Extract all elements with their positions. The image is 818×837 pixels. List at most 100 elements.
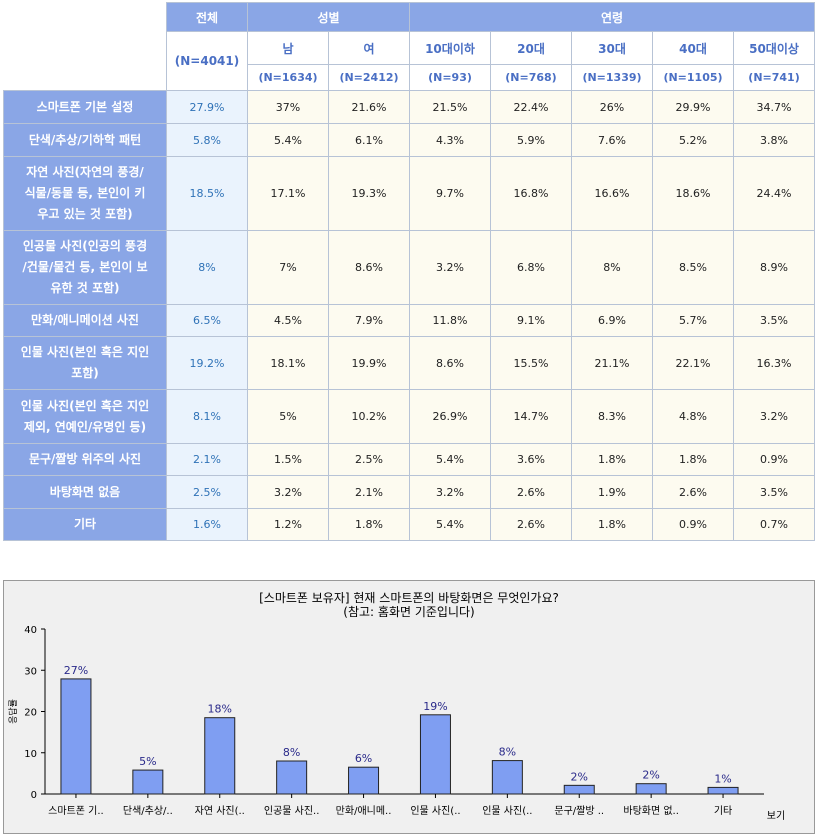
cell-total: 18.5% xyxy=(166,156,248,231)
bar xyxy=(276,760,308,795)
cell-value: 18.1% xyxy=(247,336,329,390)
cell-value: 7.6% xyxy=(571,123,653,157)
x-tick-label: 만화/애니메.. xyxy=(336,805,392,817)
data-label: 1% xyxy=(714,772,731,785)
y-tick-label: 10 xyxy=(24,749,37,760)
cell-value: 2.5% xyxy=(328,443,410,476)
corner-blank xyxy=(3,2,167,91)
cell-value: 8.6% xyxy=(409,336,491,390)
row-label-line: 인물 사진(본인 혹은 지인 xyxy=(20,398,150,413)
cell-value: 8% xyxy=(571,230,653,305)
cell-value: 5.4% xyxy=(409,443,491,476)
col-sample-size: (N=741) xyxy=(732,64,816,91)
cell-value: 5.7% xyxy=(652,304,734,337)
chart-panel: [스마트폰 보유자] 현재 스마트폰의 바탕화면은 무엇인가요? (참고: 홈화… xyxy=(3,580,815,834)
row-label-line: 스마트폰 기본 설정 xyxy=(36,99,134,114)
cell-value: 1.8% xyxy=(571,508,653,541)
table-row: 인물 사진(본인 혹은 지인 포함) 19.2% 18.1% 19.9% 8.6% 15.5… xyxy=(3,336,816,390)
bar xyxy=(491,760,523,795)
row-label: 단색/추상/기하학 패턴 xyxy=(3,123,167,157)
x-tick-label: 인물 사진(.. xyxy=(482,805,532,817)
data-label: 2% xyxy=(571,770,588,783)
x-axis-label: 보기 xyxy=(767,810,785,822)
cell-value: 6.9% xyxy=(571,304,653,337)
cell-total: 8% xyxy=(166,230,248,305)
row-label-line: 제외, 연예인/유명인 등) xyxy=(23,419,147,434)
col-header: 10대이하 xyxy=(409,31,491,65)
y-tick-label: 40 xyxy=(24,625,37,636)
cell-value: 1.8% xyxy=(328,508,410,541)
col-header: 30대 xyxy=(571,31,653,65)
cell-value: 16.3% xyxy=(732,336,816,390)
row-label: 인물 사진(본인 혹은 지인 포함) xyxy=(3,336,167,390)
col-sample-size: (N=2412) xyxy=(328,64,410,91)
cell-value: 5% xyxy=(247,389,329,444)
bar xyxy=(204,717,236,795)
row-label-line: 만화/애니메이션 사진 xyxy=(31,313,139,327)
bar xyxy=(635,783,667,795)
cell-total: 2.1% xyxy=(166,443,248,476)
cell-value: 1.2% xyxy=(247,508,329,541)
bar xyxy=(707,786,739,795)
row-label-line: 인공물 사진(인공의 풍경 xyxy=(22,239,148,253)
cell-total: 5.8% xyxy=(166,123,248,157)
cell-total: 27.9% xyxy=(166,90,248,124)
cell-value: 3.2% xyxy=(247,475,329,509)
row-label: 인공물 사진(인공의 풍경/건물/물건 등, 본인이 보 유한 것 포함) xyxy=(3,230,167,305)
col-sample-size: (N=1634) xyxy=(247,64,329,91)
col-header: 20대 xyxy=(490,31,572,65)
table-row: 자연 사진(자연의 풍경/식물/동물 등, 본인이 키 우고 있는 것 포함) 18… xyxy=(3,156,816,231)
table-row: 단색/추상/기하학 패턴 5.8% 5.4% 6.1% 4.3% 5.9% 7.6% 5.2%… xyxy=(3,123,816,157)
table-row: 인물 사진(본인 혹은 지인 제외, 연예인/유명인 등) 8.1% 5% 10.2% 2… xyxy=(3,389,816,444)
cell-value: 5.9% xyxy=(490,123,572,157)
table-row: 스마트폰 기본 설정 27.9% 37% 21.6% 21.5% 22.4% 26% 29.9… xyxy=(3,90,816,124)
cell-value: 18.6% xyxy=(652,156,734,231)
cell-value: 3.5% xyxy=(732,304,816,337)
bar xyxy=(419,714,451,795)
cell-value: 3.2% xyxy=(409,475,491,509)
data-label: 5% xyxy=(139,755,156,768)
cell-total: 19.2% xyxy=(166,336,248,390)
cell-value: 14.7% xyxy=(490,389,572,444)
cell-value: 29.9% xyxy=(652,90,734,124)
cell-value: 11.8% xyxy=(409,304,491,337)
x-tick-label: 스마트폰 기.. xyxy=(48,805,104,817)
table-row: 문구/짤방 위주의 사진 2.1% 1.5% 2.5% 5.4% 3.6% 1.8% 1.8%… xyxy=(3,443,816,476)
cell-value: 17.1% xyxy=(247,156,329,231)
cell-value: 37% xyxy=(247,90,329,124)
cell-value: 7% xyxy=(247,230,329,305)
cell-value: 0.7% xyxy=(732,508,816,541)
data-label: 8% xyxy=(283,746,300,759)
y-axis-label: 응답률 xyxy=(7,699,19,724)
data-label: 2% xyxy=(642,769,659,782)
cell-value: 26.9% xyxy=(409,389,491,444)
cell-value: 7.9% xyxy=(328,304,410,337)
data-label: 8% xyxy=(499,746,516,759)
row-label: 기타 xyxy=(3,508,167,541)
cell-value: 5.4% xyxy=(409,508,491,541)
row-label-line: 포함) xyxy=(71,366,99,380)
cell-value: 22.4% xyxy=(490,90,572,124)
row-label: 스마트폰 기본 설정 xyxy=(3,90,167,124)
cell-value: 8.3% xyxy=(571,389,653,444)
cell-value: 3.2% xyxy=(409,230,491,305)
y-tick-label: 20 xyxy=(24,708,37,719)
cell-value: 0.9% xyxy=(732,443,816,476)
cell-value: 24.4% xyxy=(732,156,816,231)
cell-value: 2.6% xyxy=(490,508,572,541)
cell-value: 4.5% xyxy=(247,304,329,337)
col-header: 남 xyxy=(247,31,329,65)
cell-value: 19.3% xyxy=(328,156,410,231)
chart-title: [스마트폰 보유자] 현재 스마트폰의 바탕화면은 무엇인가요? xyxy=(259,591,559,605)
cell-total: 2.5% xyxy=(166,475,248,509)
x-tick-label: 단색/추상/.. xyxy=(123,805,173,817)
cell-value: 21.6% xyxy=(328,90,410,124)
col-header: 40대 xyxy=(652,31,734,65)
x-tick-label: 바탕화면 없.. xyxy=(623,804,679,817)
cell-value: 4.3% xyxy=(409,123,491,157)
cell-value: 5.2% xyxy=(652,123,734,157)
cell-total: 8.1% xyxy=(166,389,248,444)
row-label-line: 식물/동물 등, 본인이 키 xyxy=(24,186,146,200)
col-sample-size: (N=93) xyxy=(409,64,491,91)
